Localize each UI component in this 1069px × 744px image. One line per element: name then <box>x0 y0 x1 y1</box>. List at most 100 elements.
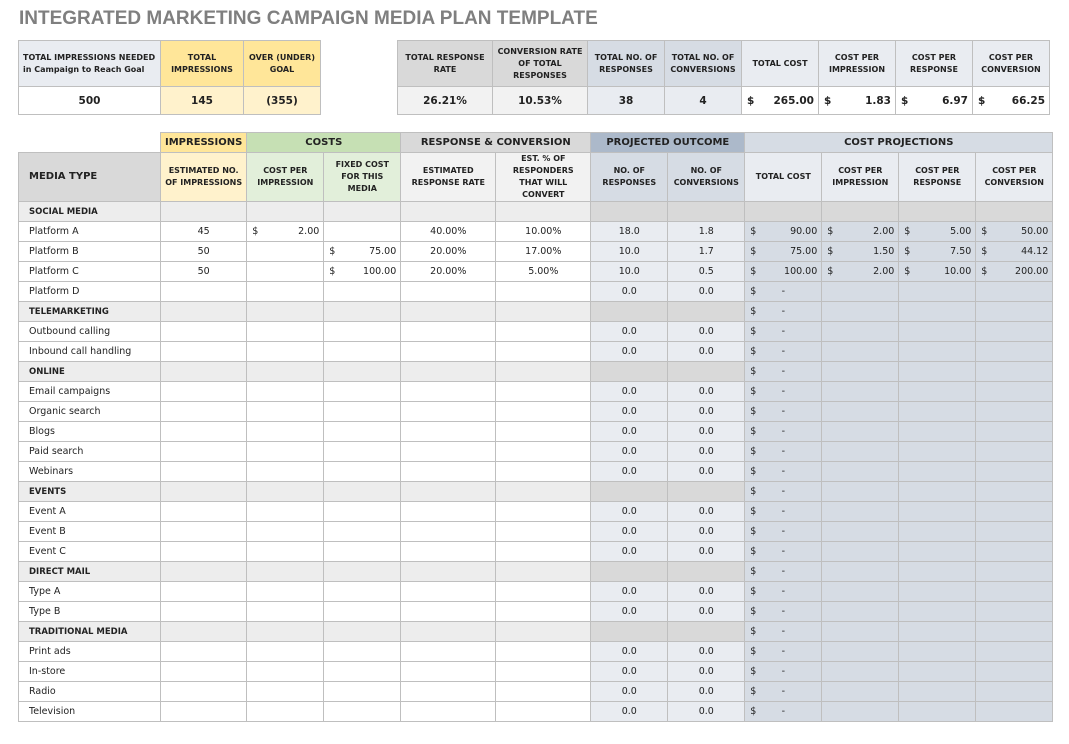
cell-no-of-conversions[interactable]: 0.0 <box>667 321 746 342</box>
cell-fixed-cost-for-this-medi[interactable] <box>323 321 402 342</box>
cell-cost-per-response[interactable]: $10.00 <box>898 261 977 282</box>
cell-total-cost[interactable]: $ - <box>744 661 823 682</box>
cell-total-cost[interactable]: $ - <box>744 301 823 322</box>
cell-estimated-response-rate[interactable] <box>400 561 497 582</box>
cell-cost-per-response[interactable]: $7.50 <box>898 241 977 262</box>
cell-estimated-response-rate[interactable] <box>400 601 497 622</box>
cell-estimated-no-of-impressi[interactable] <box>159 481 248 502</box>
cell-no-of-conversions[interactable]: 0.0 <box>667 661 746 682</box>
cell-est-of-responders-that-w[interactable] <box>495 461 592 482</box>
cell-cost-per-impression[interactable] <box>821 441 900 462</box>
cell-total-cost[interactable]: $ - <box>744 421 823 442</box>
cell-cost-per-impression[interactable] <box>246 521 325 542</box>
cell-cost-per-conversion[interactable] <box>975 301 1054 322</box>
cell-cost-per-impression[interactable] <box>246 341 325 362</box>
cell-cost-per-conversion[interactable] <box>975 461 1054 482</box>
cell-cost-per-impression[interactable] <box>246 461 325 482</box>
cell-no-of-conversions[interactable]: 0.0 <box>667 281 746 302</box>
cell-est-of-responders-that-w[interactable] <box>495 641 592 662</box>
category-label[interactable]: TELEMARKETING <box>18 301 161 322</box>
cell-estimated-response-rate[interactable] <box>400 321 497 342</box>
cell-cost-per-impression[interactable] <box>821 381 900 402</box>
cell-est-of-responders-that-w[interactable] <box>495 601 592 622</box>
cell-fixed-cost-for-this-medi[interactable] <box>323 501 402 522</box>
cell-estimated-no-of-impressi[interactable] <box>159 341 248 362</box>
cell-est-of-responders-that-w[interactable] <box>495 421 592 442</box>
cell-no-of-responses[interactable]: 0.0 <box>590 401 669 422</box>
cell-no-of-conversions[interactable]: 0.0 <box>667 601 746 622</box>
cell-total-cost[interactable]: $ - <box>744 481 823 502</box>
cell-estimated-response-rate[interactable] <box>400 501 497 522</box>
media-type-cell[interactable]: Type A <box>18 581 161 602</box>
cell-estimated-no-of-impressi[interactable] <box>159 461 248 482</box>
cell-estimated-no-of-impressi[interactable] <box>159 381 248 402</box>
cell-estimated-no-of-impressi[interactable] <box>159 301 248 322</box>
cell-fixed-cost-for-this-medi[interactable] <box>323 401 402 422</box>
cell-cost-per-response[interactable] <box>898 521 977 542</box>
cell-estimated-response-rate[interactable] <box>400 701 497 722</box>
cell-estimated-no-of-impressi[interactable] <box>159 401 248 422</box>
cell-cost-per-impression[interactable] <box>246 641 325 662</box>
cell-estimated-no-of-impressi[interactable] <box>159 701 248 722</box>
cell-no-of-conversions[interactable]: 0.5 <box>667 261 746 282</box>
cell-cost-per-response[interactable] <box>898 681 977 702</box>
media-type-cell[interactable]: Event C <box>18 541 161 562</box>
cell-fixed-cost-for-this-medi[interactable] <box>323 381 402 402</box>
cell-total-cost[interactable]: $ - <box>744 321 823 342</box>
cell-cost-per-conversion[interactable] <box>975 201 1054 222</box>
cell-est-of-responders-that-w[interactable] <box>495 341 592 362</box>
cell-cost-per-response[interactable] <box>898 561 977 582</box>
cell-cost-per-impression[interactable] <box>821 201 900 222</box>
cell-estimated-response-rate[interactable] <box>400 341 497 362</box>
cell-cost-per-impression[interactable] <box>821 301 900 322</box>
cell-cost-per-conversion[interactable]: $50.00 <box>975 221 1054 242</box>
media-type-cell[interactable]: In-store <box>18 661 161 682</box>
cell-no-of-responses[interactable]: 0.0 <box>590 521 669 542</box>
cell-total-cost[interactable]: $ - <box>744 341 823 362</box>
cell-cost-per-impression[interactable] <box>246 261 325 282</box>
cell-estimated-response-rate[interactable]: 40.00% <box>400 221 497 242</box>
cell-est-of-responders-that-w[interactable] <box>495 361 592 382</box>
cell-est-of-responders-that-w[interactable] <box>495 321 592 342</box>
cell-cost-per-impression[interactable] <box>246 541 325 562</box>
cell-cost-per-conversion[interactable] <box>975 341 1054 362</box>
cell-cost-per-impression[interactable] <box>821 421 900 442</box>
cell-cost-per-impression[interactable] <box>246 381 325 402</box>
cell-cost-per-impression[interactable] <box>821 701 900 722</box>
cell-no-of-conversions[interactable]: 0.0 <box>667 641 746 662</box>
cell-cost-per-impression[interactable]: $2.00 <box>246 221 325 242</box>
cell-cost-per-response[interactable] <box>898 281 977 302</box>
cell-est-of-responders-that-w[interactable] <box>495 301 592 322</box>
cell-fixed-cost-for-this-medi[interactable] <box>323 541 402 562</box>
cell-total-cost[interactable]: $ - <box>744 381 823 402</box>
cell-estimated-no-of-impressi[interactable] <box>159 621 248 642</box>
cell-no-of-conversions[interactable] <box>667 561 746 582</box>
cell-no-of-conversions[interactable]: 0.0 <box>667 581 746 602</box>
cell-cost-per-impression[interactable] <box>246 601 325 622</box>
cell-cost-per-conversion[interactable] <box>975 381 1054 402</box>
cell-fixed-cost-for-this-medi[interactable] <box>323 601 402 622</box>
cell-total-cost[interactable]: $ - <box>744 361 823 382</box>
cell-estimated-no-of-impressi[interactable] <box>159 281 248 302</box>
cell-fixed-cost-for-this-medi[interactable] <box>323 621 402 642</box>
cell-cost-per-impression[interactable] <box>821 541 900 562</box>
cell-estimated-response-rate[interactable] <box>400 541 497 562</box>
cell-cost-per-impression[interactable] <box>821 501 900 522</box>
cell-cost-per-impression[interactable] <box>821 641 900 662</box>
cell-cost-per-response[interactable] <box>898 441 977 462</box>
cell-cost-per-impression[interactable] <box>821 361 900 382</box>
cell-no-of-conversions[interactable]: 0.0 <box>667 341 746 362</box>
cell-est-of-responders-that-w[interactable] <box>495 401 592 422</box>
media-type-cell[interactable]: Television <box>18 701 161 722</box>
cell-cost-per-impression[interactable] <box>246 581 325 602</box>
cell-cost-per-response[interactable] <box>898 421 977 442</box>
cell-cost-per-impression[interactable] <box>246 561 325 582</box>
cell-cost-per-conversion[interactable] <box>975 641 1054 662</box>
media-type-cell[interactable]: Organic search <box>18 401 161 422</box>
cell-estimated-no-of-impressi[interactable] <box>159 201 248 222</box>
cell-estimated-no-of-impressi[interactable] <box>159 421 248 442</box>
cell-no-of-conversions[interactable]: 0.0 <box>667 701 746 722</box>
cell-no-of-responses[interactable]: 0.0 <box>590 341 669 362</box>
cell-estimated-no-of-impressi[interactable]: 50 <box>159 241 248 262</box>
cell-cost-per-impression[interactable] <box>821 401 900 422</box>
